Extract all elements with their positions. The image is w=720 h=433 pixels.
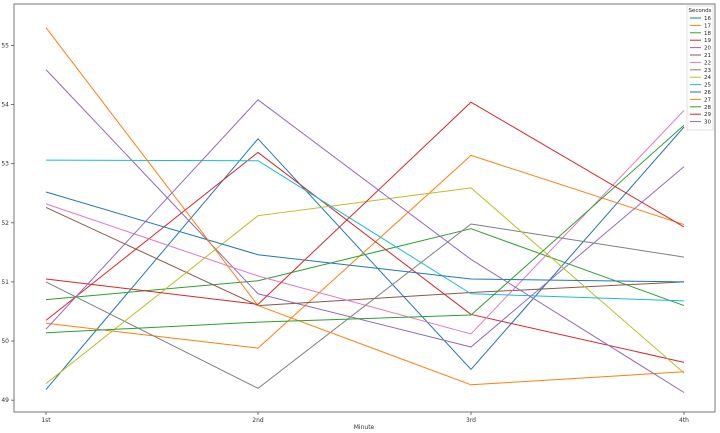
y-tick-label: 54 — [1, 102, 9, 109]
series-line-27 — [45, 27, 685, 386]
legend-entry: 25 — [704, 83, 711, 89]
series-line-19 — [45, 151, 685, 363]
series-line-25 — [45, 159, 685, 302]
legend-entry: 23 — [704, 68, 711, 74]
legend-entry: 24 — [704, 75, 711, 81]
legend-entry: 28 — [704, 105, 711, 111]
series-line-28 — [45, 124, 685, 334]
legend-entry: 18 — [704, 31, 711, 37]
series-line-22 — [45, 110, 685, 335]
legend-entry: 26 — [704, 90, 711, 96]
series-line-26 — [45, 191, 685, 283]
x-tick-label: 1st — [41, 417, 51, 424]
series-line-16 — [45, 126, 685, 390]
x-tick-label: 4th — [679, 417, 689, 424]
y-tick-label: 49 — [1, 397, 9, 404]
series-line-20 — [45, 69, 685, 348]
y-axis: 49 50 51 52 53 54 55 — [1, 42, 14, 404]
legend-frame — [686, 5, 714, 131]
legend-entry: 29 — [704, 112, 711, 118]
x-tick-label: 2nd — [252, 417, 264, 424]
series-lines — [45, 27, 685, 393]
legend-entry: 17 — [704, 23, 711, 29]
legend-entry: 30 — [704, 120, 711, 126]
y-tick-label: 50 — [1, 338, 9, 345]
legend-entry: 21 — [704, 53, 711, 59]
legend-title: Seconds — [688, 8, 711, 14]
plot-area-frame — [13, 3, 716, 413]
series-line-17 — [45, 154, 685, 349]
x-axis: 1st 2nd 3rd 4th — [41, 412, 689, 424]
legend-entry: 22 — [704, 60, 711, 66]
y-tick-label: 55 — [1, 42, 9, 49]
y-tick-label: 51 — [1, 279, 9, 286]
series-line-21 — [45, 206, 685, 307]
legend-entry: 20 — [704, 46, 711, 52]
y-tick-label: 53 — [1, 161, 9, 168]
y-tick-label: 52 — [1, 220, 9, 227]
series-line-18 — [45, 228, 685, 307]
x-axis-title: Minute — [354, 424, 375, 431]
x-tick-label: 3rd — [466, 417, 476, 424]
legend-entry: 16 — [704, 16, 711, 22]
series-line-23 — [45, 223, 685, 389]
series-line-29 — [45, 101, 685, 305]
legend-entry: 27 — [704, 97, 711, 103]
legend-entry: 19 — [704, 38, 711, 44]
series-line-30 — [45, 99, 685, 393]
